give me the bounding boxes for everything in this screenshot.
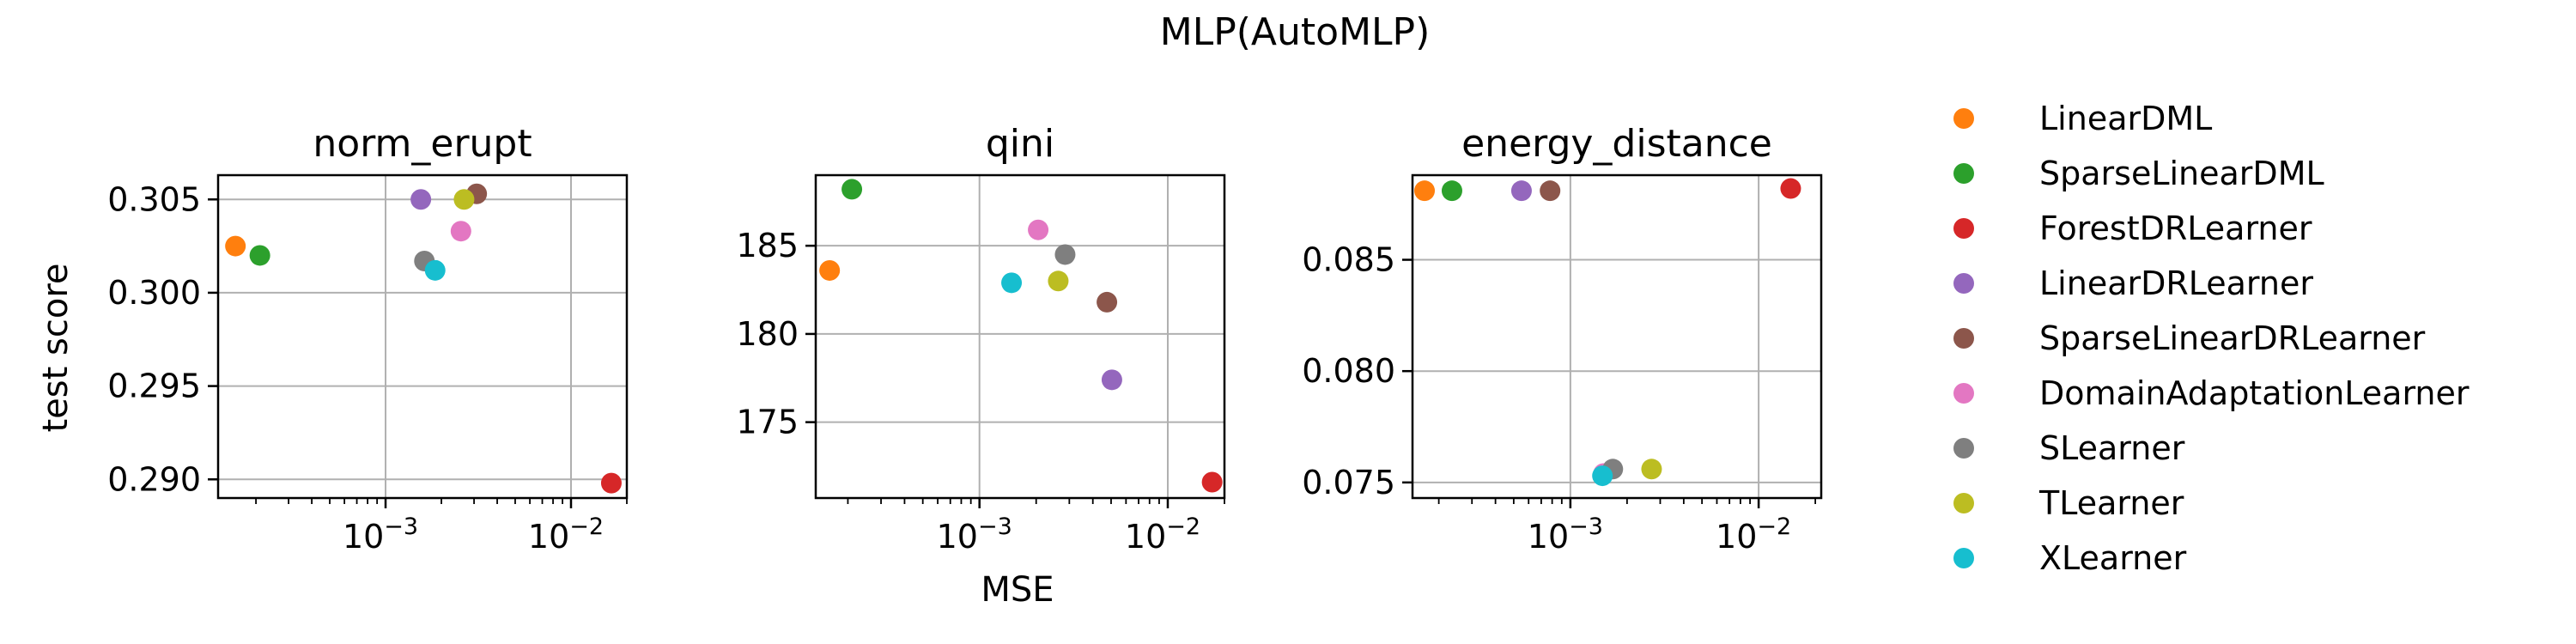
y-tick-label: 0.300 <box>107 274 201 312</box>
legend-label: TLearner <box>2038 484 2184 522</box>
x-tick-label: 10−3 <box>937 513 1012 556</box>
point-forestdrlearner <box>1780 178 1801 199</box>
legend-item-tlearner: TLearner <box>1953 484 2184 522</box>
point-lineardml <box>819 259 841 281</box>
y-tick-label: 185 <box>736 227 799 264</box>
y-tick-label: 0.305 <box>107 180 201 218</box>
legend-marker <box>1953 328 1974 349</box>
legend-item-lineardrlearner: LinearDRLearner <box>1953 264 2313 302</box>
point-sparselineardrlearner <box>1097 291 1118 313</box>
legend-label: SparseLinearDML <box>2039 155 2324 192</box>
x-tick-label: 10−2 <box>528 513 604 556</box>
legend-item-xlearner: XLearner <box>1953 539 2187 577</box>
subplot-title: energy_distance <box>1461 122 1772 166</box>
legend-marker <box>1953 438 1974 459</box>
subplot-qini: qini 10−3 10−2 175 180 185 <box>736 122 1226 556</box>
legend-label: LinearDRLearner <box>2039 264 2313 302</box>
point-forestdrlearner <box>1201 471 1223 493</box>
point-sparselineardrlearner <box>1540 180 1561 202</box>
plot-frame <box>814 173 1226 500</box>
legend-item-forestdrlearner: ForestDRLearner <box>1953 210 2312 247</box>
legend-item-sparselineardml: SparseLinearDML <box>1953 155 2324 192</box>
plot-frame <box>1411 173 1823 500</box>
legend-marker <box>1953 548 1974 568</box>
y-tick-label: 0.075 <box>1302 464 1395 501</box>
point-xlearner <box>424 259 446 281</box>
point-lineardrlearner <box>1101 369 1122 391</box>
point-lineardml <box>225 235 246 257</box>
legend-label: SLearner <box>2039 429 2185 467</box>
legend-item-domainadaptationlearner: DomainAdaptationLearner <box>1953 374 2470 412</box>
legend-label: ForestDRLearner <box>2039 210 2312 247</box>
point-lineardrlearner <box>1510 180 1532 202</box>
point-lineardml <box>1414 180 1436 202</box>
point-forestdrlearner <box>600 472 622 494</box>
legend-marker <box>1953 493 1974 513</box>
legend-label: SparseLinearDRLearner <box>2039 319 2426 357</box>
x-tick-label: 10−3 <box>343 513 418 556</box>
plot-frame <box>216 173 629 500</box>
figure-suptitle: MLP(AutoMLP) <box>1160 10 1431 54</box>
subplots: norm_erupt 10−3 10−2 0.290 0.295 0.300 0.305 qi… <box>107 122 1823 556</box>
y-tick-label: 0.085 <box>1302 241 1395 279</box>
legend-item-slearner: SLearner <box>1953 429 2185 467</box>
subplot-norm-erupt: norm_erupt 10−3 10−2 0.290 0.295 0.300 0.305 <box>107 122 629 556</box>
y-tick-label: 0.080 <box>1302 352 1395 390</box>
legend-label: LinearDML <box>2039 100 2212 137</box>
y-tick-label: 0.295 <box>107 368 201 405</box>
legend-marker <box>1953 273 1974 294</box>
point-xlearner <box>1001 272 1023 294</box>
shared-xlabel: MSE <box>981 570 1054 610</box>
legend-label: DomainAdaptationLearner <box>2039 374 2470 412</box>
point-xlearner <box>1592 465 1613 487</box>
point-slearner <box>1054 244 1076 265</box>
x-tick-label: 10−2 <box>1125 513 1200 556</box>
point-lineardrlearner <box>410 189 432 210</box>
point-sparselineardml <box>841 179 863 200</box>
subplot-energy-distance: energy_distance 10−3 10−2 0.075 0.080 0.085 <box>1302 122 1823 556</box>
x-tick-label: 10−3 <box>1528 513 1603 556</box>
legend-marker <box>1953 163 1974 184</box>
subplot-title: qini <box>986 122 1054 166</box>
legend-item-sparselineardrlearner: SparseLinearDRLearner <box>1953 319 2426 357</box>
x-tick-label: 10−2 <box>1716 513 1791 556</box>
legend: LinearDML SparseLinearDML ForestDRLearner L… <box>1953 100 2470 577</box>
legend-label: XLearner <box>2039 539 2187 577</box>
subplot-title: norm_erupt <box>313 122 532 166</box>
point-tlearner <box>453 189 475 210</box>
legend-marker <box>1953 218 1974 239</box>
point-tlearner <box>1048 270 1069 292</box>
legend-marker <box>1953 108 1974 129</box>
legend-marker <box>1953 383 1974 404</box>
point-sparselineardml <box>249 245 270 266</box>
legend-item-lineardml: LinearDML <box>1953 100 2212 137</box>
point-tlearner <box>1641 459 1662 480</box>
y-tick-label: 180 <box>736 315 799 353</box>
y-tick-label: 175 <box>736 404 799 441</box>
y-tick-label: 0.290 <box>107 460 201 498</box>
shared-ylabel: test score <box>36 263 76 432</box>
point-sparselineardml <box>1441 180 1462 202</box>
point-domainadaptationlearner <box>1028 219 1049 240</box>
point-domainadaptationlearner <box>450 221 471 242</box>
